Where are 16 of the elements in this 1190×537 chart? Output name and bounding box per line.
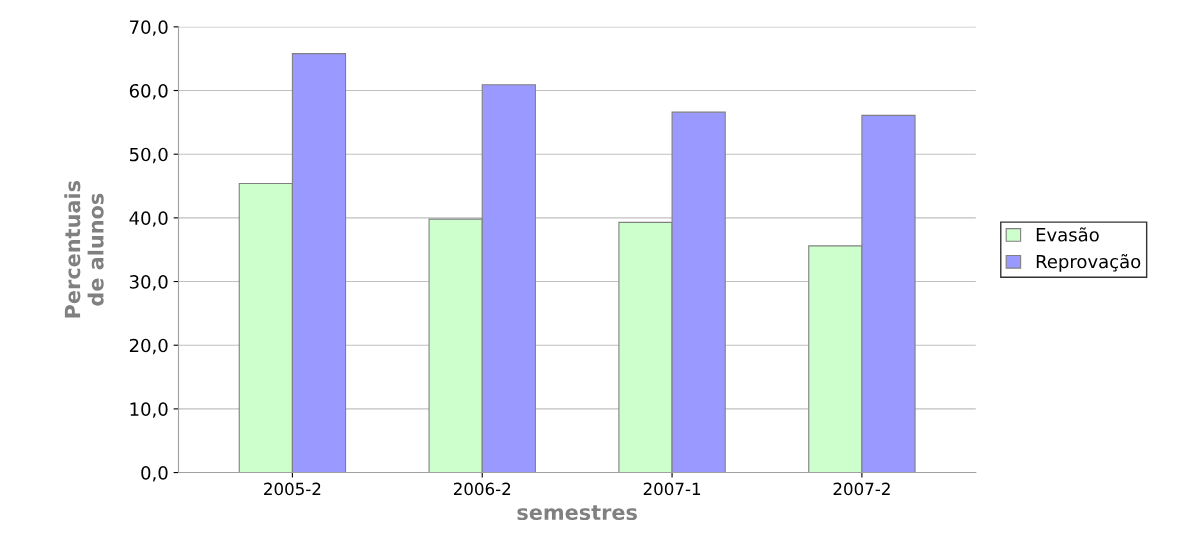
legend-label: Evasão [1036, 227, 1099, 242]
y-tick-label: 70,0 [130, 20, 168, 36]
y-tick-label: 40,0 [129, 211, 168, 227]
y-tick-label: 10,0 [130, 402, 168, 418]
y-tick-label: 50,0 [129, 147, 168, 164]
x-tick-label: 2007-2 [833, 482, 890, 496]
y-tick-label: 20,0 [129, 338, 168, 355]
legend-label: Reprovação [1036, 254, 1141, 272]
x-axis-title: semestres [517, 505, 637, 521]
x-tick-label: 2005-2 [264, 482, 321, 496]
y-tick-label: 30,0 [129, 275, 168, 291]
x-tick-label: 2007-1 [643, 482, 701, 496]
y-axis-title: Percentuais de alunos [64, 181, 104, 318]
y-tick-label: 0,0 [141, 466, 168, 482]
x-tick-label: 2006-2 [453, 482, 511, 496]
y-tick-label: 60,0 [129, 83, 168, 100]
